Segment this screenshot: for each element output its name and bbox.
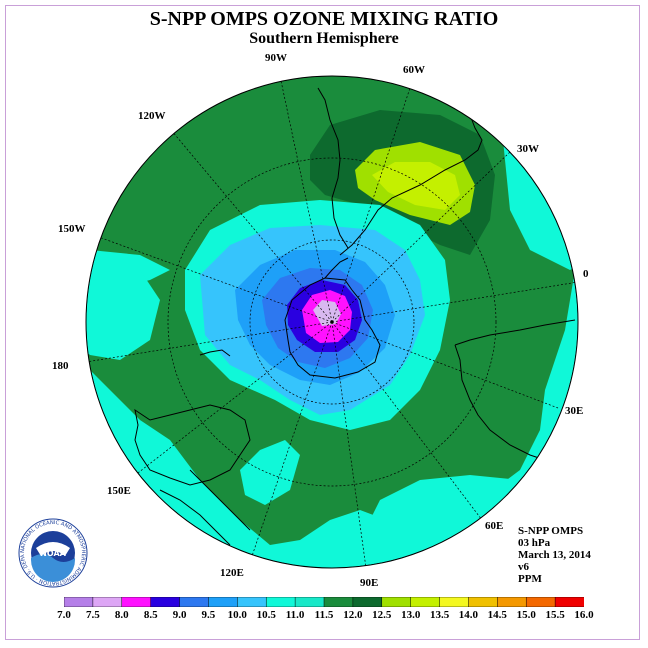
colorbar-swatch [468, 597, 499, 607]
ozone-region-10-5-sw [86, 265, 160, 360]
colorbar-tick-label: 14.5 [487, 609, 507, 621]
colorbar-swatch [525, 597, 556, 607]
colorbar-tick-label: 13.5 [429, 609, 450, 621]
lon-label-90w: 90W [265, 52, 287, 64]
colorbar-tick-label: 16.0 [574, 609, 594, 621]
lon-label-60e: 60E [485, 520, 504, 532]
meridian-0 [331, 281, 578, 323]
noaa-logo: NATIONAL OCEANIC AND ATMOSPHERIC ADMINIS… [18, 518, 88, 588]
colorbar-swatch [265, 597, 296, 607]
meridian-60e [331, 321, 483, 521]
maritime-continent-coastline [159, 469, 251, 546]
lon-label-150e: 150E [107, 485, 131, 497]
australia-coastline [134, 404, 251, 486]
lon-label-30w: 30W [517, 143, 539, 155]
polar-ozone-map [85, 75, 579, 569]
coastlines [134, 87, 576, 546]
latitude-circle-30s [249, 239, 415, 405]
colorbar-tick-label: 15.0 [516, 609, 536, 621]
meridian-120w [165, 123, 333, 323]
meridian-90w [279, 76, 333, 323]
figure-title: S-NPP OMPS OZONE MIXING RATIO [149, 8, 499, 30]
colorbar-tick-label: 10.0 [227, 609, 247, 621]
colorbar-swatch [237, 597, 267, 607]
colorbar-swatch [150, 597, 181, 607]
antarctica-coastline [284, 277, 381, 379]
new-zealand-coastline [199, 349, 231, 357]
colorbar-tick-label: 9.0 [172, 609, 187, 621]
colorbar-tick-label: 11.5 [314, 609, 334, 621]
colorbar-swatch [554, 597, 584, 607]
meridian-60w [331, 87, 411, 323]
figure-frame [5, 5, 640, 640]
figure-subtitle: Southern Hemisphere [249, 30, 399, 47]
colorbar-swatch [381, 597, 412, 607]
colorbar-tick-label: 8.0 [114, 609, 129, 621]
colorbar-swatch [208, 597, 239, 607]
lon-label-150w: 150W [58, 223, 86, 235]
colorbar-tick-label: 8.5 [143, 609, 158, 621]
info-date: March 13, 2014 [518, 549, 591, 561]
colorbar-swatch [92, 597, 123, 607]
meridian-150e [133, 321, 333, 477]
antarctic-peninsula [324, 257, 349, 279]
colorbar-swatch [323, 597, 354, 607]
colorbar-swatch [121, 597, 152, 607]
info-units: PPM [518, 573, 542, 585]
lon-label-180: 180 [52, 360, 69, 372]
lon-label-120e: 120E [220, 567, 244, 579]
colorbar [64, 597, 584, 607]
meridian-30e [331, 321, 559, 409]
colorbar-tick-label: 12.0 [343, 609, 363, 621]
colorbar-tick-label: 12.5 [372, 609, 392, 621]
lon-label-30e: 30E [565, 405, 584, 417]
colorbar-swatch [294, 597, 325, 607]
colorbar-swatch [352, 597, 383, 607]
colorbar-tick-label: 7.5 [86, 609, 100, 621]
info-level: 03 hPa [518, 537, 551, 549]
meridian-180 [86, 321, 333, 363]
meridian-120e [251, 321, 333, 557]
colorbar-tick-label: 14.0 [458, 609, 479, 621]
info-version: v6 [518, 561, 529, 573]
colorbar-tick-label: 10.5 [256, 609, 276, 621]
logo-text: NOAA [40, 549, 66, 558]
info-instrument: S-NPP OMPS [518, 525, 584, 537]
meridian-30w [331, 151, 511, 323]
colorbar-tick-label: 11.0 [285, 609, 305, 621]
ozone-region-10-5-south [240, 440, 300, 505]
colorbar-tick-label: 7.0 [57, 609, 71, 621]
colorbar-swatch [179, 597, 210, 607]
lon-label-120w: 120W [138, 110, 166, 122]
colorbar-tick-label: 13.0 [401, 609, 421, 621]
meridian-150w [95, 235, 333, 323]
meridian-90e [331, 321, 367, 568]
colorbar-tick-label: 15.5 [545, 609, 565, 621]
colorbar-swatch [410, 597, 441, 607]
info-block: S-NPP OMPS 03 hPa March 13, 2014 v6 PPM [518, 525, 591, 585]
colorbar-swatch [64, 597, 94, 607]
south-america-coastline [317, 87, 483, 256]
colorbar-swatch [497, 597, 527, 607]
colorbar-tick-label: 9.5 [201, 609, 216, 621]
graticule [86, 76, 578, 568]
ozone-region-7-5 [313, 300, 341, 326]
map-boundary [85, 75, 579, 569]
africa-coastline [454, 319, 576, 461]
lon-label-0: 0 [583, 268, 589, 280]
lon-label-60w: 60W [403, 64, 425, 76]
colorbar-swatch [439, 597, 470, 607]
latitude-circle-60s [167, 157, 497, 487]
lon-label-90e: 90E [360, 577, 379, 589]
